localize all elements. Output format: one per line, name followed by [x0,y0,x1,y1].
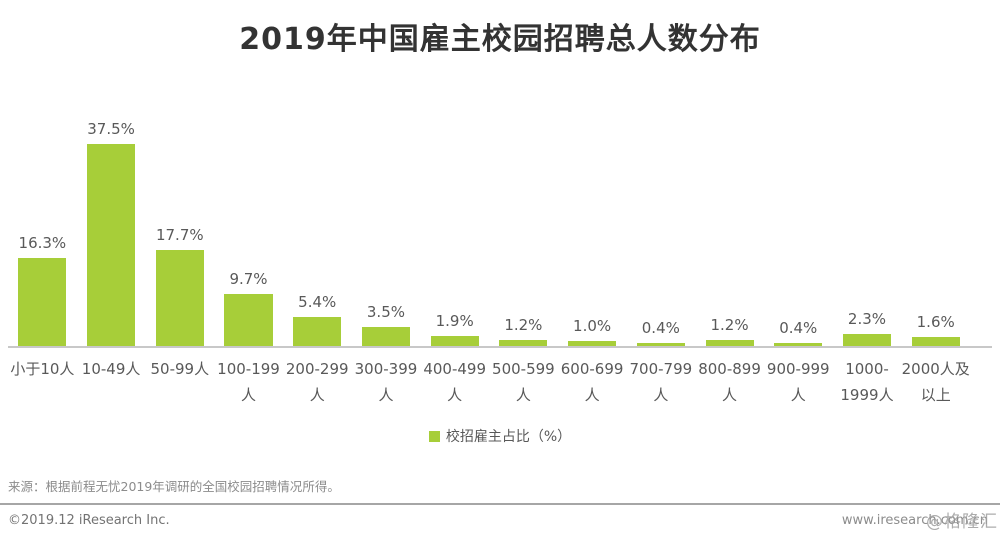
bar-column: 0.4% [764,319,833,346]
x-axis-labels: 小于10人 10-49人 50-99人 100-199 人 200-299 人 300-3… [8,356,992,408]
bar-column: 2.3% [833,310,902,346]
bar-value-label: 1.6% [916,313,955,332]
x-axis-tick-label: 500-599 人 [492,360,555,404]
bar-value-label: 1.2% [504,315,543,334]
source-note: 来源：根据前程无忧2019年调研的全国校园招聘情况所得。 [8,479,340,494]
bar-value-label: 0.4% [779,319,818,337]
bar [155,250,204,346]
copyright-text: ©2019.12 iResearch Inc. [8,513,170,528]
watermark-text: @格隆汇 [926,512,998,532]
x-axis-tick-label: 200-299 人 [285,360,349,404]
bar-value-label: 5.4% [298,292,337,311]
bar-column: 9.7% [214,270,283,346]
x-axis-tick-label: 10-49人 [81,360,141,378]
x-axis-tick-label: 400-499 人 [423,360,487,404]
bar-column: 1.0% [558,317,627,346]
bar-value-label: 17.7% [155,226,204,245]
x-axis-tick-label: 900-999 人 [766,360,830,404]
x-axis-tick-label: 300-399 人 [354,360,418,404]
x-axis-tick-label: 1000- 1999人 [840,360,894,404]
x-axis-tick-label: 600-699 人 [560,360,624,404]
bar [224,293,273,346]
x-axis-tick-label: 50-99人 [150,360,210,378]
bar-value-label: 2.3% [847,309,887,328]
bar [293,316,342,346]
bar-value-label: 1.9% [435,311,474,330]
legend: 校招雇主占比（%） [0,426,1000,446]
bar-column: 17.7% [145,226,214,346]
footer-divider [0,503,1000,505]
bar-value-label: 0.4% [641,319,680,337]
bar [430,335,479,346]
x-axis-tick-label: 2000人及 以上 [901,360,970,404]
x-axis-tick-label: 100-199 人 [217,360,280,404]
legend-label: 校招雇主占比（%） [445,429,572,445]
footer: ©2019.12 iResearch Inc. www.iresearch.co… [0,505,1000,528]
bar-column: 1.2% [695,315,764,346]
bar [361,327,410,346]
bar [87,143,136,346]
bar [568,340,617,346]
legend-swatch-icon [428,430,440,442]
bar [18,258,67,346]
bar-column: 3.5% [352,303,421,346]
x-axis-tick-label: 800-899 人 [698,360,761,404]
website-text: www.iresearch.com.cn [841,513,988,528]
bar-value-label: 37.5% [87,119,135,138]
bar [774,343,823,346]
bar-column: 37.5% [77,119,146,346]
bar [842,333,892,346]
bar-column: 1.9% [420,312,489,346]
page-title: 2019年中国雇主校园招聘总人数分布 [239,22,761,57]
bar [705,339,754,346]
bar-column: 5.4% [283,293,352,346]
bar-value-label: 16.3% [18,234,67,252]
bar-column: 0.4% [626,319,695,346]
bar-value-label: 9.7% [229,269,268,288]
bar-column: 1.2% [489,315,558,346]
plot-area: 16.3% 37.5% 17.7% 9.7% 5.4% 3.5% 1.9% 1.2% 1.0% 0… [8,120,992,348]
bar [636,343,685,346]
x-axis-tick-label: 小于10人 [10,360,75,378]
bar-column: 16.3% [8,234,77,346]
bar-value-label: 1.0% [573,316,612,335]
bar [911,337,960,346]
bar-value-label: 3.5% [366,303,405,322]
x-axis-tick-label: 700-799 人 [629,360,693,404]
bar-value-label: 1.2% [710,315,749,334]
bar-column: 1.6% [901,313,970,346]
bar [499,339,548,346]
